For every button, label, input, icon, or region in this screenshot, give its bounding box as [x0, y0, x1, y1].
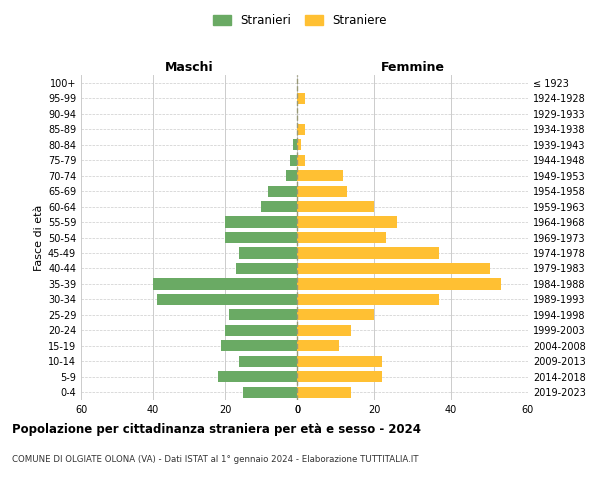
Bar: [153, 278, 297, 289]
Bar: [221, 340, 297, 351]
Bar: [297, 170, 343, 181]
Y-axis label: Fasce di età: Fasce di età: [34, 204, 44, 270]
Text: COMUNE DI OLGIATE OLONA (VA) - Dati ISTAT al 1° gennaio 2024 - Elaborazione TUTT: COMUNE DI OLGIATE OLONA (VA) - Dati ISTA…: [12, 455, 419, 464]
Bar: [157, 294, 297, 305]
Bar: [297, 263, 490, 274]
Bar: [229, 310, 297, 320]
Bar: [297, 248, 439, 258]
Legend: Stranieri, Straniere: Stranieri, Straniere: [209, 11, 391, 31]
Title: Maschi: Maschi: [164, 61, 214, 74]
Text: Popolazione per cittadinanza straniera per età e sesso - 2024: Popolazione per cittadinanza straniera p…: [12, 422, 421, 436]
Bar: [290, 154, 297, 166]
Bar: [297, 310, 374, 320]
Bar: [236, 263, 297, 274]
Bar: [297, 278, 501, 289]
Bar: [218, 371, 297, 382]
Bar: [225, 325, 297, 336]
Bar: [293, 139, 297, 150]
Bar: [297, 186, 347, 196]
Bar: [297, 124, 305, 134]
Bar: [286, 170, 297, 181]
Bar: [297, 325, 351, 336]
Bar: [268, 186, 297, 196]
Bar: [297, 356, 382, 367]
Bar: [297, 386, 351, 398]
Bar: [297, 232, 386, 243]
Bar: [225, 216, 297, 228]
Bar: [239, 248, 297, 258]
Bar: [225, 232, 297, 243]
Bar: [261, 201, 297, 212]
Bar: [297, 201, 374, 212]
Bar: [297, 92, 305, 104]
Bar: [297, 139, 301, 150]
Bar: [297, 340, 340, 351]
Bar: [297, 371, 382, 382]
Bar: [297, 294, 439, 305]
Title: Femmine: Femmine: [380, 61, 445, 74]
Bar: [297, 216, 397, 228]
Bar: [297, 154, 305, 166]
Bar: [243, 386, 297, 398]
Bar: [239, 356, 297, 367]
